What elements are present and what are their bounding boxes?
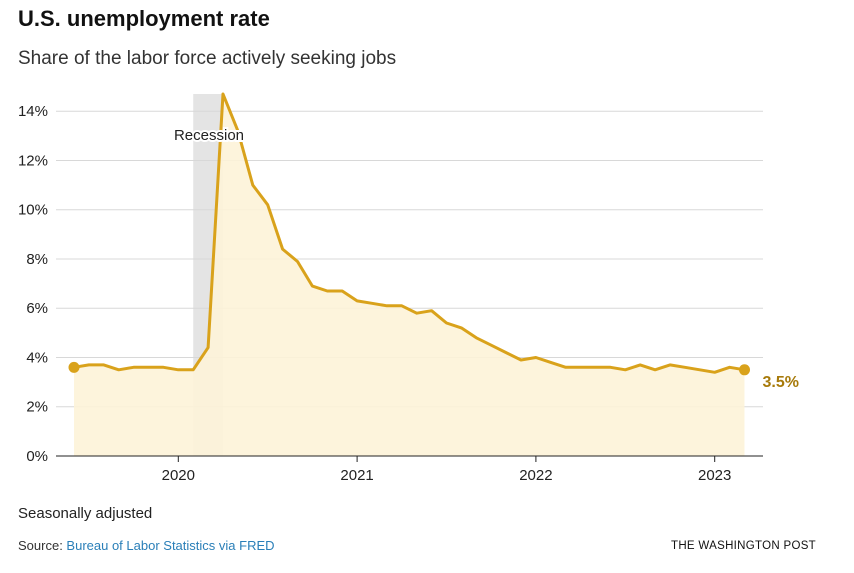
y-tick-label: 12% bbox=[18, 152, 48, 169]
y-tick-label: 14% bbox=[18, 103, 48, 120]
x-tick-label: 2022 bbox=[519, 467, 552, 484]
seasonally-adjusted-note: Seasonally adjusted bbox=[18, 505, 153, 522]
x-tick-label: 2023 bbox=[698, 467, 731, 484]
publisher-brand: THE WASHINGTON POST bbox=[671, 540, 816, 552]
source-link[interactable]: Bureau of Labor Statistics via FRED bbox=[66, 538, 275, 553]
y-tick-label: 0% bbox=[26, 448, 48, 465]
x-tick-label: 2021 bbox=[340, 467, 373, 484]
source-prefix: Source: bbox=[18, 538, 67, 553]
recession-label: Recession bbox=[174, 127, 244, 144]
y-tick-label: 8% bbox=[26, 251, 48, 268]
chart-title: U.S. unemployment rate bbox=[18, 6, 270, 31]
source-line: Source: Bureau of Labor Statistics via F… bbox=[18, 538, 275, 553]
y-tick-label: 4% bbox=[26, 349, 48, 366]
unemployment-line-chart: 0% 2% 4% 6% 8% 10% 12% 14% 2020 2021 2022 2023 3.5%… bbox=[18, 92, 799, 484]
area-fill bbox=[74, 94, 745, 456]
start-point-dot bbox=[68, 361, 80, 373]
chart-subtitle: Share of the labor force actively seekin… bbox=[18, 48, 397, 69]
end-point-dot bbox=[739, 364, 750, 376]
end-value-label: 3.5% bbox=[763, 374, 799, 391]
y-tick-label: 10% bbox=[18, 202, 48, 219]
x-tick-label: 2020 bbox=[162, 467, 195, 484]
y-tick-label: 6% bbox=[26, 300, 48, 317]
y-tick-label: 2% bbox=[26, 399, 48, 416]
unemployment-series-line bbox=[72, 92, 746, 374]
